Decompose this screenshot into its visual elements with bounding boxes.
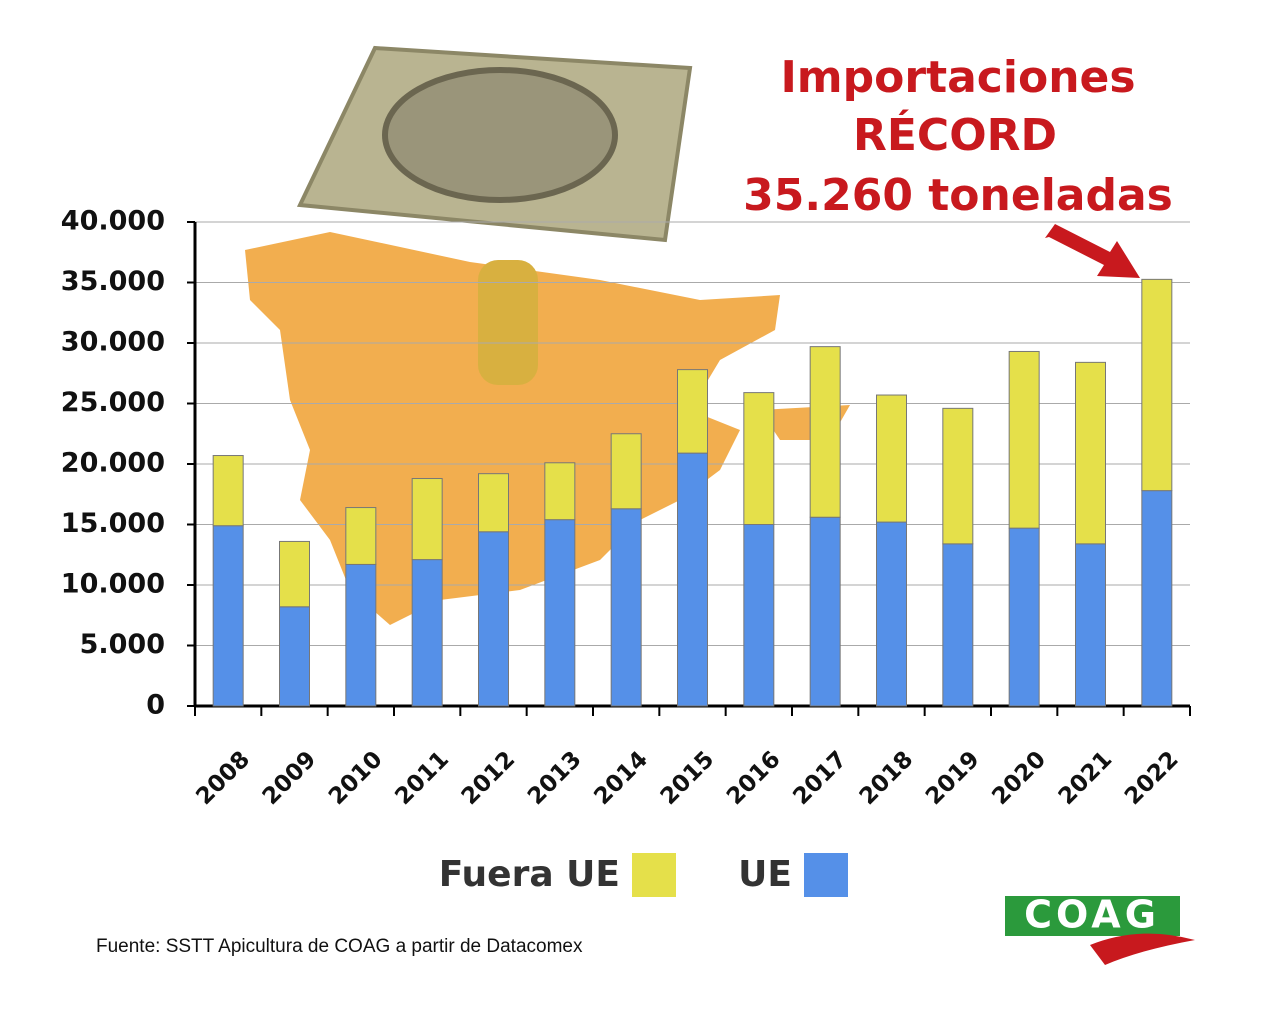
bar-segment: [876, 394, 907, 523]
x-tick-label: 2013: [523, 746, 587, 810]
bar-segment: [876, 521, 907, 707]
x-tick-label: 2014: [589, 746, 653, 810]
x-tick-label: 2022: [1120, 746, 1184, 810]
bar-segment: [942, 407, 974, 545]
map-shape: [245, 232, 780, 625]
bar-segment: [279, 540, 310, 608]
bar-segment: [809, 346, 841, 518]
legend-label: Fuera UE: [439, 854, 620, 895]
bar-segment: [345, 507, 377, 565]
bar-segment: [1075, 543, 1106, 707]
annotation-line: 35.260 toneladas: [743, 170, 1173, 221]
y-tick-label: 0: [146, 690, 165, 721]
arrow: [1045, 224, 1140, 278]
y-tick-label: 5.000: [80, 629, 165, 660]
bar-segment: [677, 369, 708, 454]
x-tick-label: 2008: [191, 746, 255, 810]
honey-drip: [478, 260, 538, 385]
bar-segment: [610, 508, 642, 707]
y-tick-label: 10.000: [61, 569, 165, 600]
decoration: [245, 45, 850, 625]
bar-segment: [677, 452, 708, 707]
x-tick-label: 2009: [258, 746, 322, 810]
bar-segment: [279, 606, 310, 707]
y-tick-label: 35.000: [61, 266, 165, 297]
x-tick-label: 2021: [1054, 746, 1118, 810]
bar-segment: [1008, 350, 1040, 529]
logo-box: [1005, 896, 1180, 936]
bar-segment: [212, 525, 244, 707]
bar-segment: [1075, 361, 1106, 545]
bar-segment: [411, 478, 443, 561]
x-tick-label: 2016: [722, 746, 786, 810]
annotation-line: Importaciones: [780, 52, 1135, 103]
bar-segment: [610, 433, 642, 510]
x-tick-label: 2015: [656, 746, 720, 810]
bar-segment: [212, 455, 244, 527]
y-tick-label: 40.000: [61, 206, 165, 237]
x-tick-label: 2017: [788, 746, 852, 810]
x-tick-label: 2012: [457, 746, 521, 810]
legend-swatch: [632, 853, 676, 897]
bar-segment: [743, 392, 775, 525]
bar-segment: [942, 543, 974, 707]
bar-segment: [478, 531, 509, 707]
source: Fuente: SSTT Apicultura de COAG a partir…: [96, 936, 583, 957]
legend-label: UE: [738, 854, 792, 895]
logo-text: COAG: [1024, 893, 1160, 937]
y-tick-label: 30.000: [61, 327, 165, 358]
y-tick-label: 15.000: [61, 508, 165, 539]
annotation-line: RÉCORD: [853, 108, 1057, 161]
y-tick-label: 20.000: [61, 448, 165, 479]
bar-segment: [544, 462, 576, 521]
x-tick-label: 2011: [390, 746, 454, 810]
drain-grate: [382, 67, 618, 203]
x-tick-label: 2010: [324, 746, 388, 810]
y-tick-label: 25.000: [61, 387, 165, 418]
bar-segment: [1141, 278, 1173, 492]
logo: COAG: [1005, 893, 1195, 965]
x-tick-label: 2020: [987, 746, 1051, 810]
x-tick-label: 2018: [855, 746, 919, 810]
bar-segment: [345, 563, 377, 707]
bar-segment: [1008, 527, 1040, 707]
x-tick-label: 2019: [921, 746, 985, 810]
bar-segment: [478, 473, 509, 533]
bar-segment: [743, 524, 775, 707]
bar-segment: [544, 519, 576, 707]
annotation: Importaciones RÉCORD 35.260 toneladas: [743, 52, 1173, 278]
legend-swatch: [804, 853, 848, 897]
logo-swoosh: [1090, 933, 1195, 965]
bar-segment: [809, 516, 841, 707]
bar-segment: [1141, 490, 1173, 707]
bar-segment: [411, 559, 443, 707]
